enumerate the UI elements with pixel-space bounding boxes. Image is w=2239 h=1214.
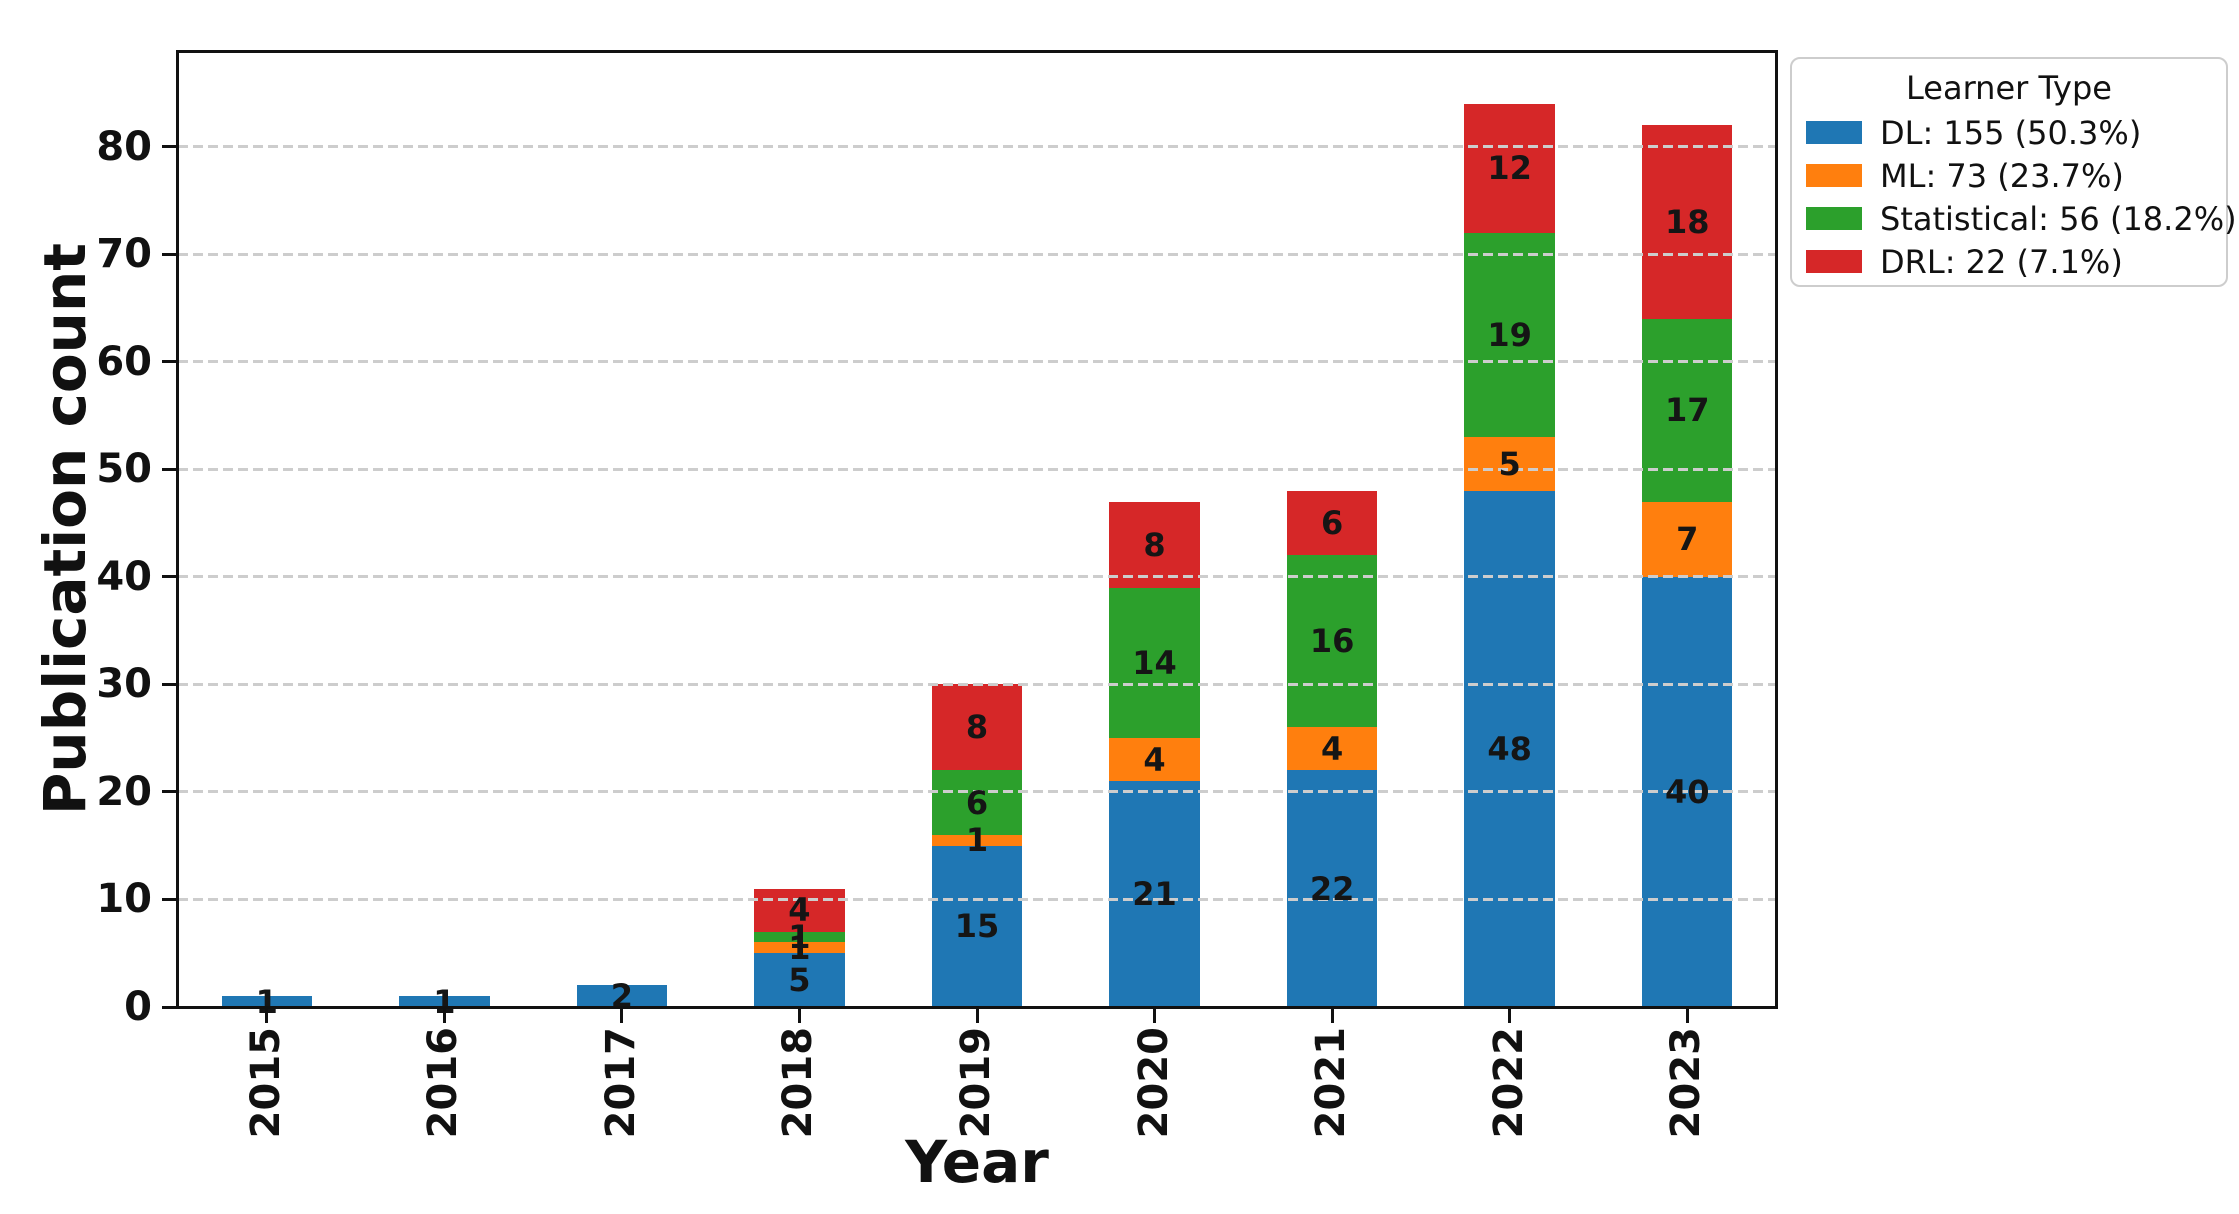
x-tick-mark (975, 1009, 979, 1023)
y-tick-label: 70 (96, 231, 152, 278)
y-tick-mark (162, 252, 176, 256)
y-tick-label: 50 (96, 446, 152, 493)
gridline-y80 (178, 145, 1776, 149)
legend-label-drl: DRL: 22 (7.1%) (1880, 242, 2123, 281)
gridline-y60 (178, 360, 1776, 364)
y-tick-mark (162, 790, 176, 794)
x-tick-mark (265, 1009, 269, 1023)
legend-swatch-dl (1806, 121, 1862, 144)
x-tick-mark (1330, 1009, 1334, 1023)
gridline-y10 (178, 897, 1776, 901)
bar-segment-ml-2022 (1464, 437, 1555, 491)
y-tick-label: 30 (96, 661, 152, 708)
gridline-y50 (178, 467, 1776, 471)
y-tick-label: 10 (96, 876, 152, 923)
gridline-y20 (178, 790, 1776, 794)
bar-segment-statistical-2018 (754, 931, 845, 943)
y-tick-mark (162, 145, 176, 149)
y-tick-label: 0 (124, 984, 152, 1030)
bar-segment-dl-2020 (1109, 781, 1200, 1007)
bar-segment-dl-2019 (931, 845, 1023, 1007)
x-tick-label-2015: 2015 (242, 1027, 289, 1139)
x-axis-label: Year (905, 1128, 1049, 1196)
legend-label-dl: DL: 155 (50.3%) (1880, 113, 2142, 152)
x-tick-mark (1685, 1009, 1689, 1023)
legend-label-statistical: Statistical: 56 (18.2%) (1880, 199, 2237, 238)
legend-swatch-drl (1806, 250, 1862, 273)
legend-row-ml: ML: 73 (23.7%) (1806, 154, 2226, 197)
y-tick-mark (162, 467, 176, 471)
legend-label-ml: ML: 73 (23.7%) (1880, 156, 2124, 195)
y-tick-mark (162, 1005, 176, 1009)
x-tick-label-2019: 2019 (953, 1027, 999, 1139)
legend: Learner Type DL: 155 (50.3%) ML: 73 (23.7… (1790, 57, 2237, 287)
bar-segment-ml-2018 (754, 942, 845, 954)
bar-segment-drl-2022 (1464, 103, 1555, 233)
bar-segment-ml-2020 (1109, 738, 1200, 782)
x-tick-label-2018: 2018 (775, 1027, 822, 1139)
bar-segment-drl-2023 (1641, 125, 1733, 319)
x-tick-mark (442, 1009, 446, 1023)
x-tick-label-2023: 2023 (1663, 1027, 1710, 1139)
legend-row-drl: DRL: 22 (7.1%) (1806, 240, 2226, 283)
y-axis-label-box: Publication count (28, 52, 102, 1007)
gridline-y40 (178, 575, 1776, 579)
bar-segment-statistical-2019 (931, 770, 1023, 835)
x-tick-mark (1153, 1009, 1157, 1023)
y-tick-label: 80 (96, 123, 152, 170)
y-tick-mark (162, 897, 176, 901)
y-axis-label: Publication count (31, 243, 99, 816)
bar-segment-drl-2018 (754, 888, 845, 932)
bar-segment-dl-2015 (221, 996, 313, 1007)
gridline-y70 (178, 252, 1776, 256)
x-tick-mark (620, 1009, 624, 1023)
bar-segment-ml-2023 (1641, 501, 1733, 577)
x-tick-mark (797, 1009, 801, 1023)
x-tick-label-2017: 2017 (597, 1027, 644, 1139)
legend-rows: DL: 155 (50.3%) ML: 73 (23.7%) Statistical… (1806, 111, 2237, 283)
y-tick-mark (162, 682, 176, 686)
x-tick-label-2021: 2021 (1308, 1027, 1355, 1139)
bar-segment-drl-2019 (931, 684, 1023, 771)
bar-segment-statistical-2023 (1641, 318, 1733, 502)
y-tick-mark (162, 360, 176, 364)
bar-segment-dl-2018 (754, 953, 845, 1007)
legend-row-dl: DL: 155 (50.3%) (1806, 111, 2226, 154)
bar-segment-dl-2016 (399, 996, 490, 1007)
bar-segment-drl-2021 (1286, 490, 1378, 556)
bar-segment-ml-2021 (1286, 727, 1378, 771)
x-tick-label-2016: 2016 (420, 1027, 467, 1139)
legend-row-statistical: Statistical: 56 (18.2%) (1806, 197, 2237, 240)
y-tick-label: 60 (96, 338, 152, 385)
legend-title: Learner Type (1906, 69, 2112, 107)
gridline-y30 (178, 682, 1776, 686)
bar-segment-dl-2017 (576, 985, 668, 1007)
legend-swatch-ml (1806, 164, 1862, 187)
x-tick-mark (1508, 1009, 1512, 1023)
y-tick-label: 40 (96, 553, 152, 600)
bar-segment-drl-2020 (1109, 501, 1200, 588)
bar-segment-statistical-2020 (1109, 587, 1200, 739)
bar-segment-ml-2019 (931, 834, 1023, 846)
bar-segment-statistical-2022 (1464, 232, 1555, 437)
y-tick-label: 20 (96, 768, 152, 815)
bar-segment-statistical-2021 (1286, 555, 1378, 728)
bar-segment-dl-2021 (1286, 770, 1378, 1007)
y-tick-mark (162, 575, 176, 579)
x-tick-label-2020: 2020 (1130, 1027, 1177, 1139)
legend-swatch-statistical (1806, 207, 1862, 230)
x-tick-label-2022: 2022 (1485, 1027, 1532, 1139)
